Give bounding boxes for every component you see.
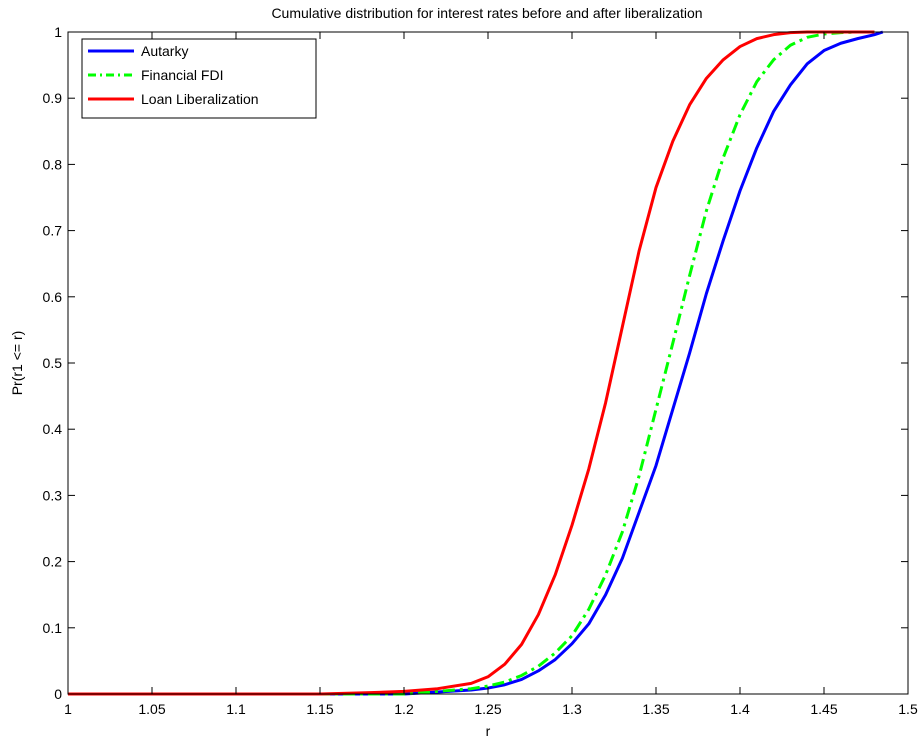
x-tick-label: 1.5 xyxy=(898,701,918,717)
plot-area xyxy=(68,32,908,694)
y-tick-label: 0.7 xyxy=(43,223,63,239)
legend-entry-label: Financial FDI xyxy=(141,67,223,83)
y-tick-label: 0.2 xyxy=(43,554,63,570)
x-tick-label: 1.3 xyxy=(562,701,582,717)
y-axis-label: Pr(r1 <= r) xyxy=(9,331,25,396)
y-tick-label: 0.3 xyxy=(43,487,63,503)
y-tick-label: 0.1 xyxy=(43,620,63,636)
x-tick-label: 1.1 xyxy=(226,701,246,717)
x-tick-label: 1 xyxy=(64,701,72,717)
x-tick-label: 1.05 xyxy=(138,701,165,717)
legend-entry-label: Autarky xyxy=(141,43,188,59)
x-axis-label: r xyxy=(486,723,491,739)
y-tick-label: 0.4 xyxy=(43,421,63,437)
series-line-3 xyxy=(68,30,875,696)
y-tick-label: 0.6 xyxy=(43,289,63,305)
x-tick-label: 1.15 xyxy=(306,701,333,717)
y-tick-label: 1 xyxy=(54,24,62,40)
y-tick-label: 0.8 xyxy=(43,156,63,172)
series-layer xyxy=(68,30,884,696)
x-tick-label: 1.25 xyxy=(474,701,501,717)
y-tick-label: 0.5 xyxy=(43,355,63,371)
legend: Autarky Financial FDI Loan Liberalization xyxy=(81,38,317,119)
x-axis: 1 1.05 1.1 1.15 1.2 1.25 1.3 1.35 1.4 1.45 1.5 xyxy=(64,32,918,717)
legend-entry-label: Loan Liberalization xyxy=(141,91,259,107)
series-line-2 xyxy=(68,30,875,696)
y-axis: 0 0.1 0.2 0.3 0.4 0.5 0.6 0.7 0.8 0.9 1 xyxy=(43,24,908,702)
x-tick-label: 1.4 xyxy=(730,701,750,717)
legend-box xyxy=(81,38,317,119)
y-tick-label: 0.9 xyxy=(43,90,63,106)
y-tick-label: 0 xyxy=(54,686,62,702)
chart-title: Cumulative distribution for interest rat… xyxy=(271,5,702,21)
x-tick-label: 1.35 xyxy=(642,701,669,717)
x-tick-label: 1.45 xyxy=(810,701,837,717)
x-tick-label: 1.2 xyxy=(394,701,414,717)
series-line-1 xyxy=(68,30,884,696)
